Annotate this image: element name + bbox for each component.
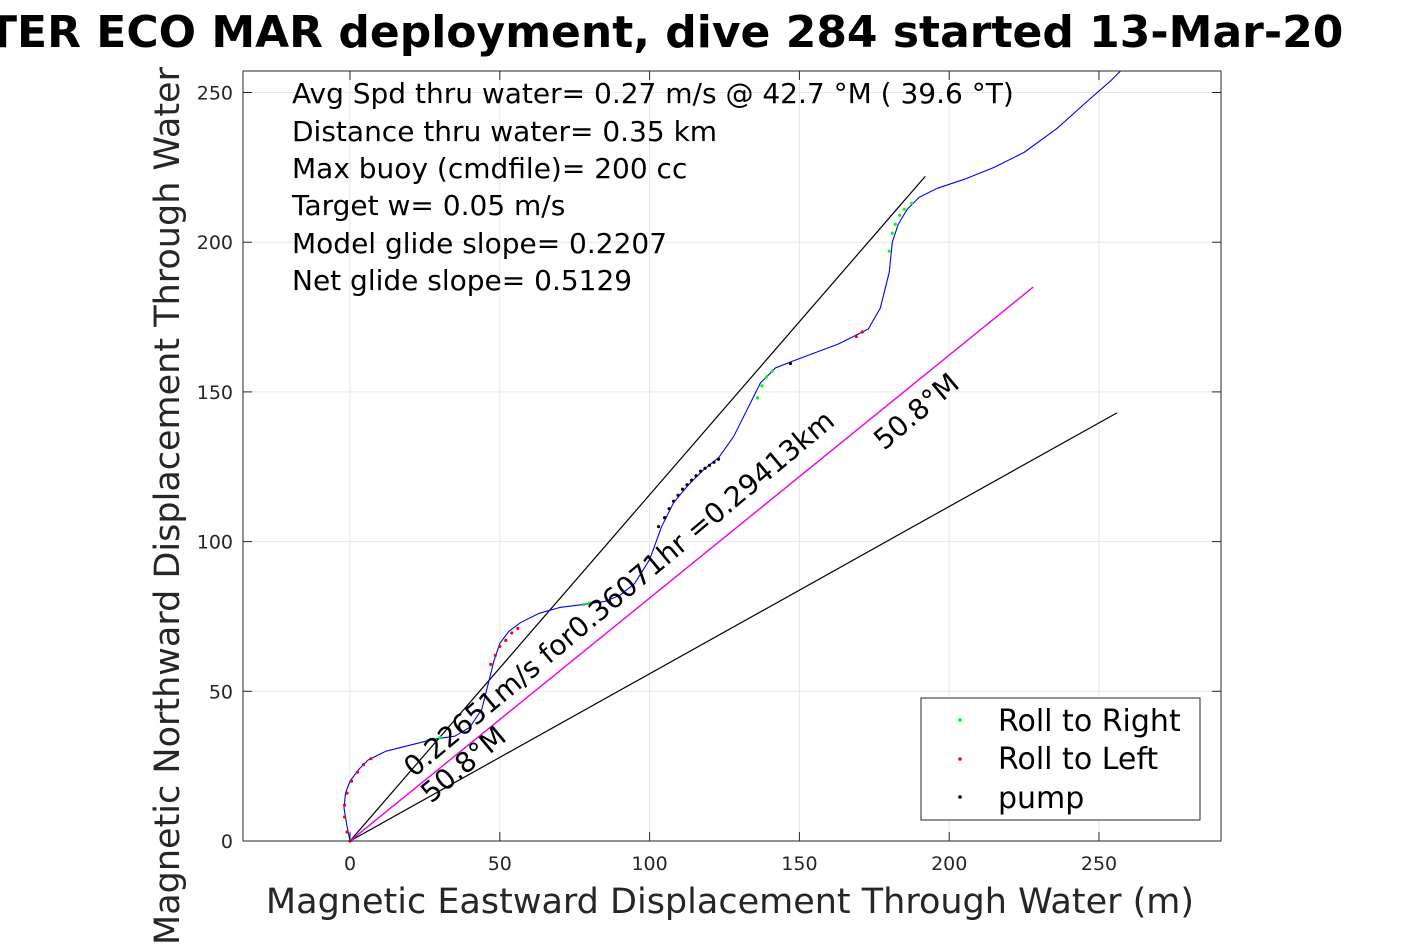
track-marker (426, 739, 430, 743)
track-marker (345, 830, 349, 834)
track-marker (588, 601, 592, 605)
track-marker (369, 757, 373, 761)
annotation-avg-speed: Avg Spd thru water= 0.27 m/s @ 42.7 °M (… (292, 77, 1014, 110)
track-marker (343, 803, 347, 807)
y-tick-label: 50 (209, 681, 233, 703)
track-marker (667, 507, 671, 511)
y-tick-label: 250 (197, 83, 233, 105)
legend-box (920, 697, 1201, 821)
track-marker (703, 466, 707, 470)
y-tick-label: 100 (197, 532, 233, 554)
track-marker (694, 474, 698, 478)
track-marker (716, 457, 721, 461)
plot-border (242, 70, 1222, 842)
track-marker (760, 384, 764, 388)
legend-marker-roll-left (958, 757, 962, 761)
x-tick-label: 200 (931, 853, 967, 875)
legend: Roll to Right Roll to Left pump (920, 697, 1201, 821)
track-marker (854, 334, 858, 339)
markers-group (343, 201, 914, 843)
track-marker (860, 330, 864, 334)
x-tick-label: 150 (781, 853, 817, 875)
annotation-model-glide: Model glide slope= 0.2207 (292, 227, 667, 260)
track-marker (770, 369, 775, 373)
annotation-distance: Distance thru water= 0.35 km (292, 115, 717, 148)
track-marker (582, 602, 586, 607)
track-marker (685, 483, 689, 487)
track-marker (887, 249, 891, 253)
legend-label-pump: pump (998, 781, 1084, 816)
heading_upper-line (349, 175, 926, 842)
y-tick-label: 150 (197, 382, 233, 404)
track-marker (707, 463, 712, 467)
grid (243, 71, 1221, 842)
track-marker (893, 222, 897, 226)
track-marker (662, 516, 667, 520)
legend-label-roll-left: Roll to Left (998, 742, 1158, 777)
track-marker (349, 779, 354, 783)
legend-marker-roll-right (958, 718, 962, 722)
reference-lines (349, 175, 1118, 842)
net-line (349, 286, 1034, 842)
annotations: Avg Spd thru water= 0.27 m/s @ 42.7 °M (… (291, 77, 1014, 297)
track-marker (432, 737, 436, 741)
track-marker (438, 736, 442, 740)
track-marker (898, 213, 902, 217)
track-marker (890, 231, 894, 235)
track-marker (504, 638, 508, 643)
track-marker (516, 626, 520, 631)
track-marker (343, 815, 347, 819)
annotation-target-w: Target w= 0.05 m/s (291, 189, 565, 222)
heading_lower-line (349, 412, 1118, 842)
track-marker (489, 662, 493, 666)
track-marker (510, 631, 514, 635)
track-marker (698, 469, 703, 473)
track-marker (671, 499, 676, 503)
y-tick-label: 0 (221, 831, 233, 853)
annotation-max-buoy: Max buoy (cmdfile)= 200 cc (292, 152, 687, 185)
track-marker (788, 361, 793, 366)
x-tick-label: 100 (631, 853, 667, 875)
track-marker (345, 791, 349, 795)
track-marker (910, 201, 914, 205)
x-tick-label: 50 (488, 853, 512, 875)
legend-marker-pump (958, 795, 962, 799)
annotation-net-glide: Net glide slope= 0.5129 (292, 264, 632, 297)
x-axis-label: Magnetic Eastward Displacement Through W… (266, 882, 1194, 922)
axis-ticks: 0 50 100 150 200 250 0 50 100 150 200 250 (197, 71, 1221, 875)
track-marker (676, 493, 680, 497)
track-marker (493, 653, 497, 657)
x-tick-label: 0 (344, 853, 356, 875)
track-marker (680, 487, 685, 491)
track-marker (902, 207, 906, 211)
track-marker (755, 396, 760, 400)
y-tick-label: 200 (197, 232, 233, 254)
track-marker (498, 644, 502, 648)
track-marker (361, 763, 366, 767)
track-marker (764, 375, 769, 379)
y-axis-label: Magnetic Northward Displacement Through … (148, 66, 188, 945)
x-tick-label: 250 (1081, 853, 1117, 875)
track-marker (712, 460, 716, 464)
chart-title: TER ECO MAR deployment, dive 284 started… (0, 7, 1343, 58)
track-marker (355, 770, 360, 774)
track-marker (656, 525, 661, 529)
track-marker (689, 478, 694, 482)
legend-label-roll-right: Roll to Right (998, 704, 1181, 739)
